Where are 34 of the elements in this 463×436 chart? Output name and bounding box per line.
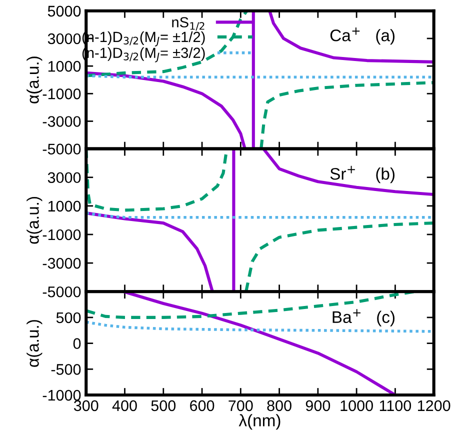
x-tick-label: 800 <box>267 400 292 412</box>
y-tick-label: 3000 <box>48 33 81 44</box>
y-tick-label: 5000 <box>48 6 81 17</box>
text: Ca$^{+}$ (a) <box>330 27 395 45</box>
y-tick-label: -3000 <box>42 116 81 127</box>
x-tick-label: 700 <box>228 400 253 412</box>
x-tick-label: 1100 <box>380 400 412 412</box>
y-axis-title: α(a.u.) <box>26 320 42 367</box>
x-tick-label: 500 <box>151 400 176 412</box>
text: Ba$^{+}$ (c) <box>332 309 394 326</box>
y-tick-label: 0 <box>73 338 81 349</box>
y-tick-label: 1000 <box>48 200 81 212</box>
x-axis-title: λ(nm) <box>238 414 280 430</box>
y-tick-label: 1000 <box>48 60 81 72</box>
y-axis-title: α(a.u.) <box>26 56 42 104</box>
text: nS$_{1/2}$ <box>172 17 204 31</box>
y-tick-label: 500 <box>56 312 81 324</box>
x-tick-label: 600 <box>190 400 214 412</box>
y-axis-title: α(a.u.) <box>26 196 42 244</box>
x-tick-label: 1200 <box>418 400 450 412</box>
x-tick-label: 300 <box>74 400 98 412</box>
line-series <box>122 292 397 396</box>
y-tick-label: -1000 <box>42 88 81 100</box>
y-tick-label: 3000 <box>48 172 81 184</box>
y-tick-label: -1000 <box>42 229 81 240</box>
y-tick-label: -1000 <box>42 390 81 401</box>
x-tick-label: 900 <box>306 400 330 412</box>
text: Sr$^{+}$ (b) <box>330 166 394 184</box>
y-tick-label: -3000 <box>42 258 81 269</box>
x-tick-label: 400 <box>112 400 137 412</box>
x-tick-label: 1000 <box>340 400 373 412</box>
y-tick-label: -5000 <box>42 286 81 298</box>
y-tick-label: -5000 <box>42 144 81 154</box>
y-tick-label: -500 <box>51 364 81 375</box>
